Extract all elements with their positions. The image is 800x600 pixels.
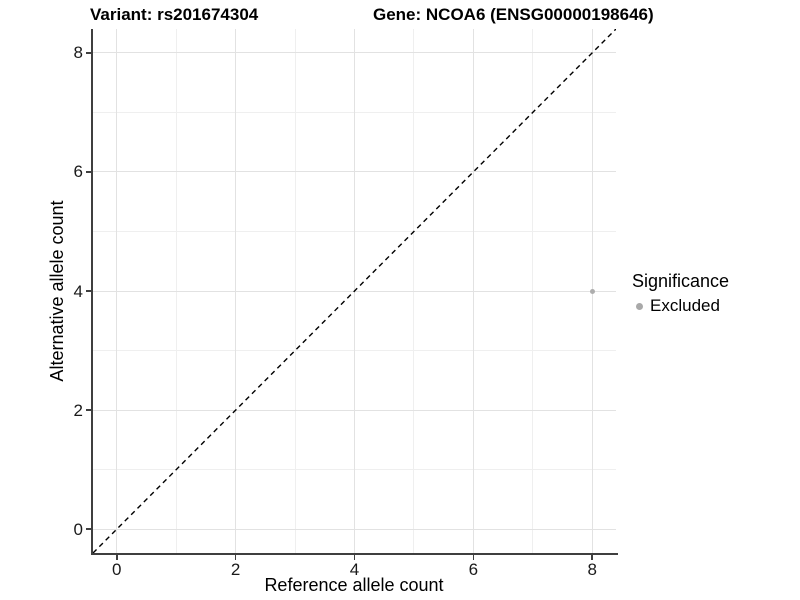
data-point — [589, 288, 595, 294]
x-tick-mark — [234, 555, 237, 560]
legend-key-dot-icon — [636, 302, 643, 310]
gridline-major-h — [93, 528, 616, 530]
gridline-major-h — [93, 171, 616, 173]
x-axis-title: Reference allele count — [264, 575, 444, 595]
y-tick-label: 0 — [73, 519, 83, 539]
gridline-major-h — [93, 52, 616, 54]
y-tick-label: 8 — [73, 43, 83, 63]
x-tick-mark — [116, 555, 118, 560]
x-tick-label: 4 — [349, 560, 360, 579]
y-tick-mark — [86, 409, 91, 411]
y-tick-label: 4 — [73, 281, 83, 301]
y-axis-line — [91, 29, 93, 555]
legend-title: Significance — [632, 271, 730, 291]
x-tick-label: 0 — [112, 560, 122, 579]
x-tick-mark — [591, 555, 593, 560]
plot-title-variant: Variant: rs201674304 — [90, 5, 259, 24]
x-tick-label: 8 — [587, 560, 597, 579]
gridline-major-h — [93, 409, 616, 411]
y-tick-label: 2 — [73, 400, 83, 420]
identity-reference-line — [93, 29, 616, 553]
y-tick-mark — [86, 290, 91, 292]
plot-title-gene: Gene: NCOA6 (ENSG00000198646) — [373, 5, 654, 24]
y-tick-label: 6 — [73, 162, 83, 182]
y-tick-mark — [86, 528, 91, 530]
x-tick-label: 6 — [468, 560, 479, 579]
x-tick-label: 2 — [230, 560, 241, 579]
x-tick-mark — [353, 555, 356, 560]
y-tick-mark — [86, 52, 91, 54]
legend-item-excluded: Excluded — [632, 296, 729, 316]
legend-item-label: Excluded — [650, 296, 720, 315]
x-tick-mark — [472, 555, 475, 560]
legend: Significance Excluded — [632, 271, 729, 316]
plot-panel — [93, 29, 616, 553]
x-axis-line — [91, 553, 618, 555]
y-tick-mark — [86, 171, 91, 173]
